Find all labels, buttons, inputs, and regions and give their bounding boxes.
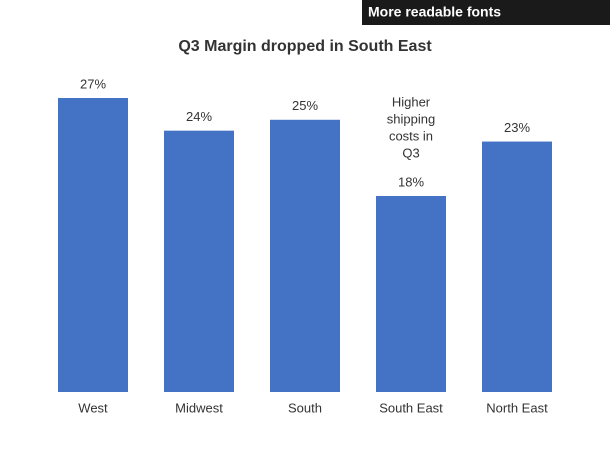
value-label: 23% [504,120,530,135]
header-tag: More readable fonts [368,4,501,20]
bar [58,98,128,392]
x-tick-label: North East [486,400,548,415]
bar [164,130,234,392]
bar [376,196,446,392]
x-tick-label: South East [379,400,443,415]
bar [270,119,340,393]
header-box [362,0,610,25]
value-label: 24% [186,109,212,124]
annotation: Q3 [402,145,419,160]
x-tick-label: West [78,400,108,415]
value-label: 18% [398,174,424,189]
x-tick-label: Midwest [175,400,223,415]
bar [482,141,552,392]
annotation: shipping [387,111,435,126]
annotation: costs in [389,128,433,143]
x-tick-label: South [288,400,322,415]
value-label: 25% [292,98,318,113]
annotation: Higher [392,94,431,109]
chart-title: Q3 Margin dropped in South East [178,38,432,55]
value-label: 27% [80,76,106,91]
